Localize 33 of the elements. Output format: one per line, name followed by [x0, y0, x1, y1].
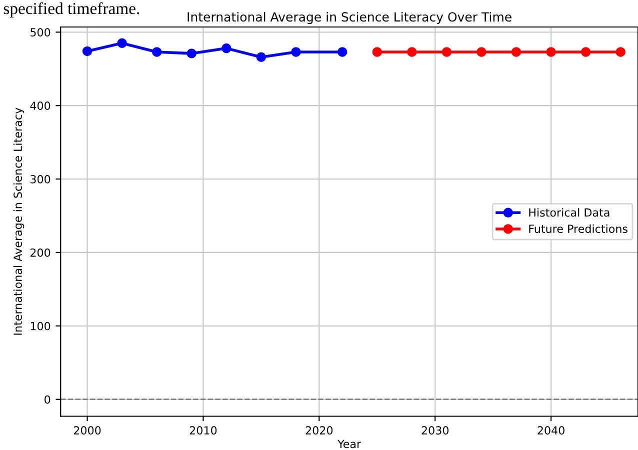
point: [117, 38, 127, 48]
point: [372, 47, 382, 57]
x-tick-label: 2000: [74, 426, 101, 435]
y-axis-title: International Average in Science Literacy: [13, 108, 24, 335]
point: [337, 47, 348, 57]
point: [546, 47, 556, 57]
x-tick-label: 2030: [422, 426, 448, 435]
point: [256, 52, 266, 62]
x-tick-label: 2010: [190, 426, 217, 435]
point: [511, 47, 522, 57]
point: [580, 47, 591, 57]
y-tick-label: 400: [30, 102, 50, 110]
y-tick-label: 200: [30, 248, 50, 257]
y-tick-label: 100: [30, 322, 50, 330]
legend-label: Future Predictions: [529, 224, 628, 234]
point: [476, 47, 486, 57]
point: [186, 48, 196, 58]
point: [152, 47, 162, 57]
chart-title: International Average in Science Literacy Over Time: [188, 12, 512, 24]
point: [442, 47, 452, 57]
x-tick-label: 2040: [538, 426, 564, 435]
text: specified timeframe.: [4, 2, 140, 18]
point: [82, 46, 92, 56]
x-tick-label: 2020: [306, 426, 333, 435]
x-axis-title: Year: [338, 440, 362, 448]
point: [407, 47, 417, 57]
point: [616, 47, 626, 57]
point: [291, 47, 301, 57]
y-tick-label: 0: [44, 395, 50, 404]
y-tick-label: 500: [30, 28, 50, 37]
y-tick-label: 300: [30, 175, 50, 184]
legend-label: Historical Data: [529, 208, 610, 217]
point: [222, 43, 232, 54]
